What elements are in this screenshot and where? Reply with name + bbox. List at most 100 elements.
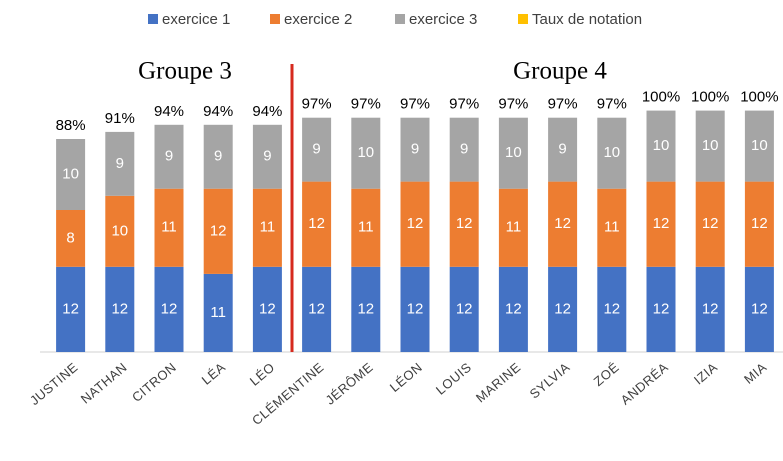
rate-label: 94%	[203, 103, 233, 120]
value-label: 12	[702, 300, 719, 317]
rate-label: 97%	[351, 96, 381, 113]
bar-segment	[203, 188, 233, 274]
x-tick-label: MIA	[741, 359, 770, 386]
value-label: 12	[407, 300, 424, 317]
legend-swatch	[270, 14, 280, 24]
value-label: 9	[214, 148, 222, 165]
x-tick-label: LÉA	[199, 359, 229, 387]
x-tick-label: LOUIS	[433, 359, 474, 397]
legend-label: exercice 1	[162, 11, 230, 28]
rate-label: 100%	[691, 89, 729, 106]
legend-label: exercice 2	[284, 11, 352, 28]
bar-segment	[646, 110, 676, 182]
x-tick-label: NATHAN	[78, 359, 130, 406]
bar-segment	[56, 266, 86, 352]
value-label: 12	[456, 300, 473, 317]
bar-segment	[597, 266, 627, 352]
bar-segment	[695, 266, 725, 352]
bar-segment	[449, 117, 479, 182]
rate-label: 97%	[400, 96, 430, 113]
bar-segment	[105, 195, 135, 267]
bar-segment	[252, 266, 282, 352]
bar-segment	[105, 266, 135, 352]
value-label: 12	[653, 300, 670, 317]
value-label: 9	[312, 141, 320, 158]
value-label: 10	[505, 144, 522, 161]
x-tick-label: ZOÉ	[591, 359, 622, 389]
value-label: 9	[116, 155, 124, 172]
rate-label: 97%	[597, 96, 627, 113]
bar-segment	[302, 266, 332, 352]
bar-segment	[597, 188, 627, 267]
bar-segment	[744, 181, 774, 267]
bar-segment	[498, 117, 528, 189]
value-label: 12	[308, 215, 325, 232]
bar-segment	[105, 131, 135, 196]
x-tick-label: JÉRÔME	[322, 359, 375, 407]
value-label: 10	[62, 165, 79, 182]
value-label: 12	[111, 300, 128, 317]
bar-segment	[646, 266, 676, 352]
bar-segment	[154, 266, 184, 352]
bar-segment	[400, 181, 430, 267]
bar-segment	[548, 181, 578, 267]
bar-segment	[56, 210, 86, 267]
bar-segment	[449, 181, 479, 267]
rate-label: 100%	[642, 89, 680, 106]
value-label: 12	[603, 300, 620, 317]
rate-label: 97%	[449, 96, 479, 113]
bar-segment	[252, 188, 282, 267]
value-label: 12	[308, 300, 325, 317]
value-label: 12	[751, 215, 768, 232]
bar-segment	[351, 188, 381, 267]
value-label: 11	[161, 219, 177, 236]
x-tick-label: JUSTINE	[27, 359, 81, 408]
value-label: 10	[111, 222, 128, 239]
x-tick-label: CITRON	[129, 359, 179, 404]
x-tick-label: LÉON	[387, 359, 425, 395]
bar-segment	[302, 117, 332, 182]
x-tick-label: SYLVIA	[527, 359, 573, 401]
bar-segment	[252, 124, 282, 189]
legend-label: exercice 3	[409, 11, 477, 28]
value-label: 10	[702, 137, 719, 154]
value-label: 10	[603, 144, 620, 161]
bar-segment	[695, 110, 725, 182]
x-tick-label: MARINE	[473, 359, 524, 405]
value-label: 10	[357, 144, 374, 161]
value-label: 12	[702, 215, 719, 232]
rate-label: 88%	[56, 117, 86, 134]
bar-segment	[400, 266, 430, 352]
bar-segment	[498, 266, 528, 352]
rate-label: 97%	[548, 96, 578, 113]
group-label: Groupe 3	[138, 58, 232, 85]
value-label: 11	[358, 219, 374, 236]
bar-segment	[203, 124, 233, 189]
value-label: 12	[554, 300, 571, 317]
value-label: 12	[161, 300, 178, 317]
value-label: 12	[210, 222, 227, 239]
bar-segment	[203, 273, 233, 352]
value-label: 9	[263, 148, 271, 165]
legend-swatch	[518, 14, 528, 24]
rate-label: 97%	[302, 96, 332, 113]
group-label: Groupe 4	[513, 58, 607, 85]
bar-segment	[351, 117, 381, 189]
bar-segment	[351, 266, 381, 352]
legend-swatch	[148, 14, 158, 24]
bar-segment	[548, 266, 578, 352]
rate-label: 91%	[105, 110, 135, 127]
bar-segment	[695, 181, 725, 267]
value-label: 9	[411, 141, 419, 158]
bar-segment	[56, 139, 86, 210]
value-label: 11	[210, 304, 226, 321]
rate-label: 100%	[740, 89, 778, 106]
bar-segment	[154, 124, 184, 189]
x-tick-label: LÉO	[247, 359, 278, 388]
value-label: 9	[165, 148, 173, 165]
value-label: 11	[506, 219, 522, 236]
value-label: 11	[260, 219, 276, 236]
bar-segment	[302, 181, 332, 267]
value-label: 12	[505, 300, 522, 317]
